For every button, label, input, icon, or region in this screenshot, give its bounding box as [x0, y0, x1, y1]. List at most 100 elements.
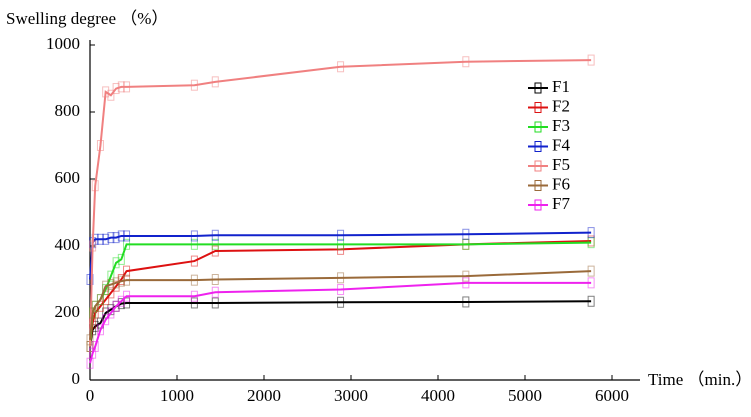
- data-point: [107, 89, 115, 101]
- data-point: [102, 314, 110, 326]
- data-point: [112, 232, 120, 244]
- data-point: [337, 296, 345, 308]
- data-point: [123, 274, 131, 286]
- legend-marker: [534, 121, 542, 133]
- data-point: [117, 275, 125, 287]
- x-tick-label: 0: [86, 386, 95, 405]
- data-point: [190, 274, 198, 286]
- data-point: [587, 265, 595, 277]
- data-point: [89, 240, 97, 252]
- data-point: [211, 238, 219, 250]
- data-point: [107, 307, 115, 319]
- x-tick-label: 1000: [160, 386, 194, 405]
- legend-label: F6: [552, 174, 570, 193]
- y-tick-label: 600: [55, 168, 81, 187]
- legend-label: F7: [552, 194, 570, 213]
- data-point: [117, 253, 125, 265]
- series-line: [89, 300, 592, 347]
- data-point: [91, 341, 99, 352]
- data-point: [123, 290, 131, 302]
- data-point: [462, 56, 470, 68]
- legend-label: F5: [552, 155, 570, 174]
- data-point: [587, 54, 595, 66]
- x-tick-label: 2000: [247, 386, 281, 405]
- data-point: [112, 277, 120, 289]
- data-point: [107, 232, 115, 244]
- data-point: [96, 294, 104, 306]
- data-point: [96, 140, 104, 151]
- data-point: [91, 300, 99, 312]
- data-point: [86, 334, 94, 346]
- data-point: [102, 307, 110, 319]
- data-point: [211, 274, 219, 285]
- data-point: [462, 270, 470, 282]
- data-point: [102, 280, 110, 292]
- y-axis-label: Swelling degree （%）: [6, 9, 168, 28]
- x-tick-label: 3000: [334, 386, 368, 405]
- data-point: [107, 270, 115, 282]
- data-point: [91, 180, 99, 192]
- data-point: [587, 277, 595, 289]
- data-point: [102, 86, 110, 98]
- legend-marker: [534, 141, 542, 152]
- data-point: [190, 290, 198, 302]
- series-line: [89, 270, 592, 340]
- data-point: [117, 81, 125, 93]
- legend-marker: [534, 180, 542, 191]
- data-point: [211, 286, 219, 298]
- data-point: [190, 230, 198, 242]
- data-point: [190, 238, 198, 250]
- data-point: [96, 233, 104, 245]
- legend-marker: [534, 82, 542, 94]
- legend-label: F1: [552, 77, 570, 96]
- data-point: [96, 300, 104, 312]
- data-point: [587, 227, 595, 239]
- y-tick-label: 0: [72, 369, 81, 388]
- data-point: [211, 245, 219, 257]
- legend-marker: [534, 199, 542, 211]
- data-point: [112, 83, 120, 95]
- series-line: [89, 239, 592, 347]
- data-point: [112, 257, 120, 269]
- data-point: [211, 229, 219, 241]
- data-point: [96, 324, 104, 336]
- data-point: [462, 277, 470, 289]
- legend-label: F3: [552, 116, 570, 135]
- data-point: [337, 272, 345, 284]
- data-point: [337, 284, 345, 296]
- legend-marker: [534, 160, 542, 172]
- data-point: [123, 238, 131, 250]
- legend-label: F2: [552, 96, 570, 115]
- data-point: [211, 76, 219, 88]
- data-point: [462, 296, 470, 308]
- x-tick-label: 6000: [595, 386, 629, 405]
- data-point: [102, 233, 110, 245]
- data-point: [337, 61, 345, 73]
- data-point: [123, 81, 131, 93]
- data-point: [107, 287, 115, 299]
- x-tick-label: 5000: [508, 386, 542, 405]
- y-tick-label: 1000: [46, 34, 80, 53]
- data-point: [211, 297, 219, 309]
- x-axis-label: Time （min.）: [648, 370, 751, 389]
- y-tick-label: 400: [55, 235, 81, 254]
- data-point: [337, 238, 345, 250]
- data-point: [107, 279, 115, 291]
- data-point: [123, 230, 131, 242]
- data-point: [587, 295, 595, 307]
- data-point: [337, 229, 345, 241]
- data-point: [123, 297, 131, 309]
- data-point: [190, 255, 198, 267]
- data-point: [86, 274, 94, 285]
- data-point: [462, 228, 470, 240]
- x-tick-label: 4000: [421, 386, 455, 405]
- data-point: [190, 297, 198, 309]
- data-point: [117, 230, 125, 242]
- data-point: [190, 79, 198, 91]
- legend-label: F4: [552, 135, 570, 154]
- y-tick-label: 200: [55, 302, 81, 321]
- y-tick-label: 800: [55, 101, 81, 120]
- data-point: [123, 265, 131, 277]
